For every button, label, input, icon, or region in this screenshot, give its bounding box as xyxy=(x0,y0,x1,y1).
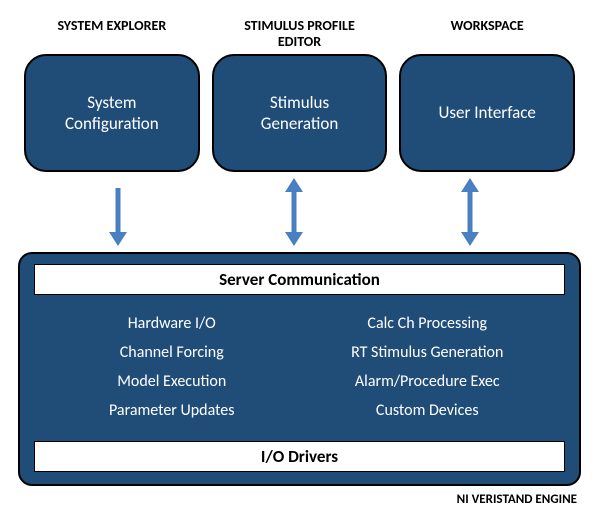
feature-item: Model Execution xyxy=(44,367,300,396)
col-system-explorer: SYSTEM EXPLORER System Configuration xyxy=(24,18,200,172)
box-user-interface: User Interface xyxy=(399,54,575,172)
feature-item: Parameter Updates xyxy=(44,396,300,425)
box-stimulus-generation: Stimulus Generation xyxy=(212,54,388,172)
engine-label: NI VERISTAND ENGINE xyxy=(0,486,599,507)
col-workspace: WORKSPACE User Interface xyxy=(399,18,575,172)
arrows-row xyxy=(24,176,575,248)
feature-list-right: Calc Ch Processing RT Stimulus Generatio… xyxy=(300,309,556,425)
arrow-bidirectional-icon xyxy=(282,178,306,246)
col-stimulus-profile-editor: STIMULUS PROFILE EDITOR Stimulus Generat… xyxy=(212,18,388,172)
header-system-explorer: SYSTEM EXPLORER xyxy=(57,18,166,52)
feature-item: Calc Ch Processing xyxy=(300,309,556,338)
feature-item: Alarm/Procedure Exec xyxy=(300,367,556,396)
feature-item: Channel Forcing xyxy=(44,338,300,367)
box-system-configuration: System Configuration xyxy=(24,54,200,172)
server-communication-band: Server Communication xyxy=(34,264,565,295)
engine-container: Server Communication Hardware I/O Channe… xyxy=(18,252,581,486)
arrow-bidirectional-icon xyxy=(458,178,482,246)
feature-item: RT Stimulus Generation xyxy=(300,338,556,367)
arrow-down-icon xyxy=(106,178,130,246)
header-workspace: WORKSPACE xyxy=(451,18,524,52)
feature-lists: Hardware I/O Channel Forcing Model Execu… xyxy=(34,295,565,441)
feature-item: Hardware I/O xyxy=(44,309,300,338)
io-drivers-band: I/O Drivers xyxy=(34,441,565,472)
top-row: SYSTEM EXPLORER System Configuration STI… xyxy=(0,0,599,172)
header-stimulus-profile-editor: STIMULUS PROFILE EDITOR xyxy=(244,18,355,52)
feature-item: Custom Devices xyxy=(300,396,556,425)
feature-list-left: Hardware I/O Channel Forcing Model Execu… xyxy=(44,309,300,425)
